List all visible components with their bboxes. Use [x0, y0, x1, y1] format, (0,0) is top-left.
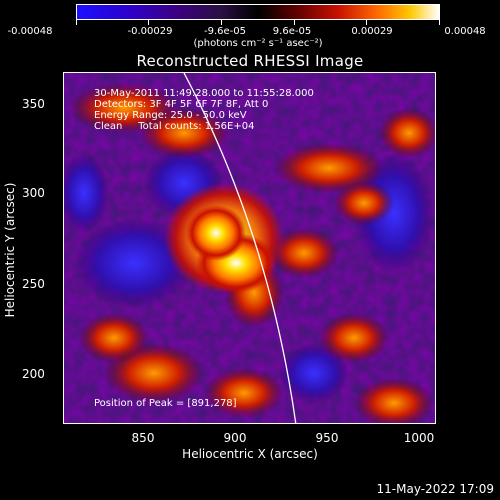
colorbar [76, 4, 440, 20]
flare-source [164, 183, 284, 293]
peak-position-text: Position of Peak = [891,278] [94, 398, 237, 409]
solar-limb-line [183, 73, 297, 423]
x-tick-label: 850 [131, 431, 155, 445]
y-tick-label: 350 [22, 97, 45, 111]
colorbar-tick-label: -9.6e-05 [204, 26, 246, 37]
timestamp: 11-May-2022 17:09 [376, 482, 494, 496]
energy-range-text: Energy Range: 25.0 - 50.0 keV [94, 110, 247, 121]
x-tick-label: 900 [223, 431, 247, 445]
colorbar-tick [294, 20, 295, 25]
image-panel [63, 72, 436, 424]
colorbar-tick [439, 20, 440, 25]
x-tick-label: 1000 [403, 431, 435, 445]
clean-counts-text: Clean Total counts: 1.56E+04 [94, 121, 255, 132]
colorbar-units-label: (photons cm⁻² s⁻¹ asec⁻²) [193, 38, 323, 49]
y-axis-label: Heliocentric Y (arcsec) [3, 182, 17, 318]
detectors-text: Detectors: 3F 4F 5F 6F 7F 8F, Att 0 [94, 99, 269, 110]
rhessi-image [64, 73, 435, 423]
time-range-text: 30-May-2011 11:49:28.000 to 11:55:28.000 [94, 88, 314, 99]
y-tick-label: 250 [22, 277, 45, 291]
y-tick-label: 200 [22, 367, 45, 381]
plot-title: Reconstructed RHESSI Image [136, 52, 364, 70]
y-tick-label: 300 [22, 186, 45, 200]
x-axis-label: Heliocentric X (arcsec) [182, 447, 318, 461]
colorbar-tick-label: 0.00029 [351, 26, 393, 37]
colorbar-tick-label: -0.00029 [127, 26, 173, 37]
colorbar-tick [221, 20, 222, 25]
colorbar-tick-label: 9.6e-05 [272, 26, 312, 37]
colorbar-tick [366, 20, 367, 25]
colorbar-tick [148, 20, 149, 25]
colorbar-tick-label: 0.00048 [444, 26, 486, 37]
colorbar-tick-label: -0.00048 [7, 26, 53, 37]
warm-regions [69, 83, 435, 423]
colorbar-tick [76, 20, 77, 25]
x-tick-label: 950 [315, 431, 339, 445]
